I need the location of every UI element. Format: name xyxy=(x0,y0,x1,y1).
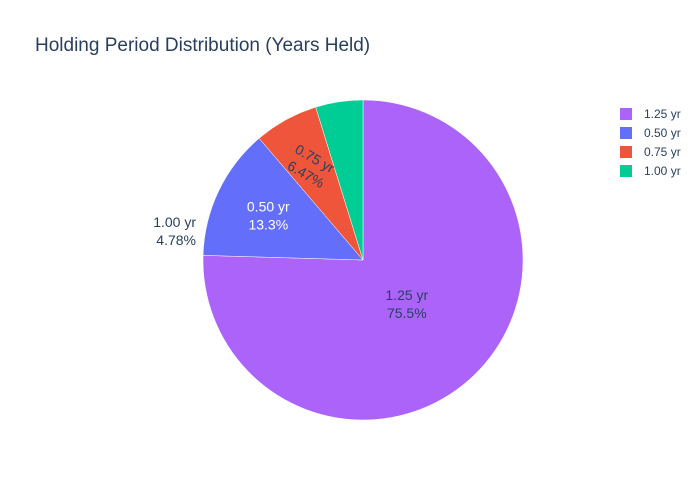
slice-label: 1.00 yr 4.78% xyxy=(153,214,196,248)
pie-slice-1-00-yr[interactable] xyxy=(315,99,364,261)
slice-category-label: 1.25 yr xyxy=(385,287,428,303)
legend-entry-label[interactable]: 0.75 yr xyxy=(644,145,681,159)
legend: 1.25 yr 0.50 yr 0.75 yr 1.00 yr xyxy=(620,107,681,178)
slice-category-label: 1.00 yr xyxy=(153,214,196,230)
chart-title: Holding Period Distribution (Years Held) xyxy=(35,35,370,56)
legend-entry-label[interactable]: 1.25 yr xyxy=(644,107,681,121)
legend-swatch[interactable] xyxy=(620,165,632,177)
pie-slice-0-50-yr[interactable] xyxy=(202,137,364,261)
slice-percent-label: 75.5% xyxy=(387,305,427,321)
legend-entry-label[interactable]: 0.50 yr xyxy=(644,126,681,140)
legend-swatch[interactable] xyxy=(620,146,632,158)
legend-swatch[interactable] xyxy=(620,127,632,139)
slice-label: 0.50 yr 13.3% xyxy=(247,199,290,233)
slice-percent-label: 13.3% xyxy=(248,217,288,233)
slice-percent-label: 4.78% xyxy=(156,232,196,248)
legend-swatch[interactable] xyxy=(620,108,632,120)
slice-category-label: 0.50 yr xyxy=(247,199,290,215)
slice-label: 1.25 yr 75.5% xyxy=(385,287,428,321)
pie-slices xyxy=(202,99,524,421)
legend-entry-label[interactable]: 1.00 yr xyxy=(644,164,681,178)
